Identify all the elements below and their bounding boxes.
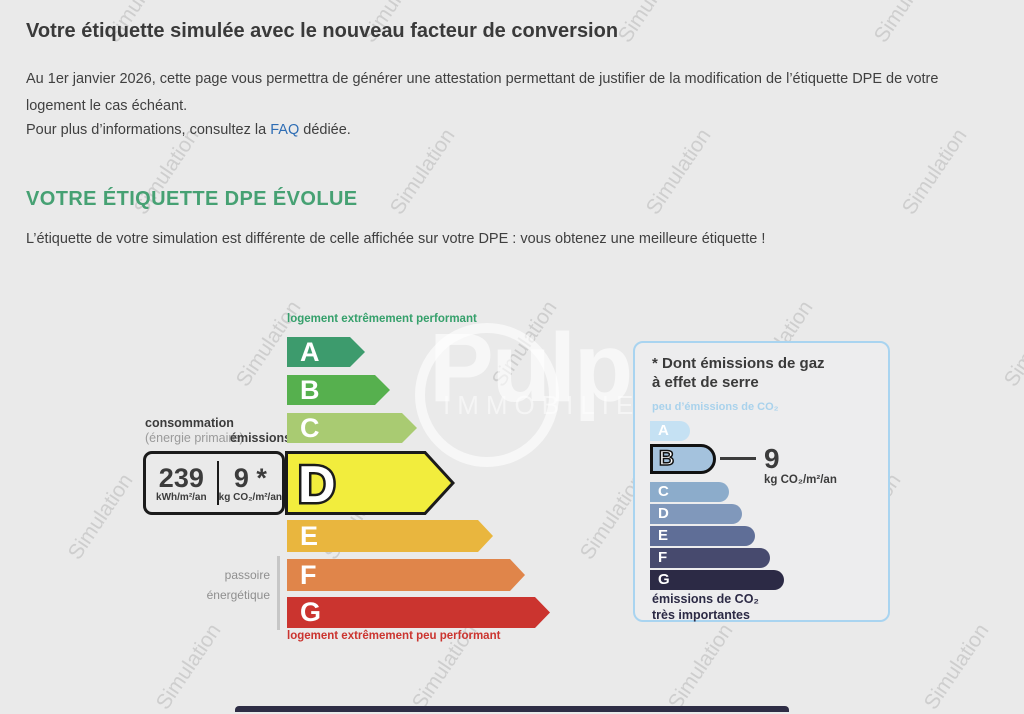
intro-text: Au 1er janvier 2026, cette page vous per…: [26, 71, 939, 114]
dpe-class-a-letter: A: [300, 336, 320, 367]
simulation-watermark: Simulation: [385, 124, 460, 219]
dpe-class-b-arrow: B: [287, 375, 390, 405]
result-text: L’étiquette de votre simulation est diff…: [26, 231, 766, 247]
ges-class-b-bar: B: [650, 444, 716, 474]
faq-link[interactable]: FAQ: [270, 122, 300, 138]
ges-class-b-letter: B: [658, 446, 675, 471]
dpe-class-d-letter: D: [298, 456, 336, 514]
emissions-cell: 9 * kg CO₂/m²/an: [219, 454, 282, 512]
simulation-watermark: Simulation: [897, 124, 972, 219]
simulation-watermark: Simulation: [63, 469, 138, 564]
energy-sieve-divider: [277, 556, 280, 630]
bottom-bar: [235, 706, 789, 712]
dpe-top-label: logement extrêmement performant: [287, 313, 477, 325]
ges-title-line1: * Dont émissions de gaz: [652, 355, 825, 372]
emissions-value: 9 *: [233, 463, 267, 493]
dpe-class-d-arrow: D: [285, 451, 455, 515]
emissions-unit: kg CO₂/m²/an: [218, 492, 282, 503]
ges-high-emissions-label-line2: très importantes: [652, 608, 750, 622]
consumption-sublabel: (énergie primaire): [145, 431, 244, 445]
dpe-class-g-letter: G: [300, 597, 322, 627]
dpe-class-g-arrow: G: [287, 597, 550, 628]
ges-value-wrap: 9 kg CO₂/m²/an: [764, 443, 837, 487]
ges-class-a-bar: A: [650, 421, 690, 441]
dpe-class-c-arrow: C: [287, 413, 417, 443]
dpe-class-c-letter: C: [300, 412, 320, 443]
dpe-energy-scale: logement extrêmement performant consomma…: [143, 310, 573, 660]
ges-low-emissions-label: peu d’émissions de CO₂: [652, 401, 779, 413]
simulation-watermark: Simulation: [999, 296, 1024, 391]
dpe-class-e-arrow: E: [287, 520, 493, 552]
ges-panel: * Dont émissions de gaz à effet de serre…: [633, 341, 890, 622]
simulation-watermark: Simulation: [663, 619, 738, 714]
sieve-label-line1: passoire: [224, 568, 270, 582]
ges-value-connector: [720, 457, 756, 460]
simulation-watermark: Simulation: [870, 0, 945, 47]
dpe-bottom-label: logement extrêmement peu performant: [287, 630, 501, 642]
emissions-label: émissions: [230, 431, 292, 445]
sieve-label-line2: énergétique: [206, 588, 270, 602]
dpe-value-box: 239 kWh/m²/an 9 * kg CO₂/m²/an: [143, 451, 285, 515]
dpe-class-f-letter: F: [300, 559, 317, 590]
ges-class-g-bar: G: [650, 570, 784, 590]
dpe-class-f-arrow: F: [287, 559, 525, 591]
info-text: Pour plus d’informations, consultez la F…: [26, 122, 351, 138]
page-title: Votre étiquette simulée avec le nouveau …: [26, 20, 619, 42]
info-prefix: Pour plus d’informations, consultez la: [26, 122, 271, 138]
dpe-class-a-arrow: A: [287, 337, 365, 367]
consumption-cell: 239 kWh/m²/an: [146, 454, 217, 512]
simulation-watermark: Simulation: [614, 0, 689, 47]
ges-high-emissions-label-line1: émissions de CO₂: [652, 592, 759, 606]
dpe-class-b-letter: B: [300, 374, 320, 405]
ges-class-e-bar: E: [650, 526, 755, 546]
ges-unit: kg CO₂/m²/an: [764, 474, 837, 486]
simulation-watermark: Simulation: [641, 124, 716, 219]
ges-title-line2: à effet de serre: [652, 374, 759, 391]
ges-selected-class-row: B 9 kg CO₂/m²/an: [650, 444, 837, 486]
simulation-watermark: Simulation: [919, 619, 994, 714]
info-suffix: dédiée.: [299, 122, 351, 138]
consumption-unit: kWh/m²/an: [156, 492, 207, 503]
ges-class-d-bar: D: [650, 504, 742, 524]
dpe-class-e-letter: E: [300, 520, 319, 551]
energy-sieve-label: passoire énergétique: [143, 565, 270, 605]
ges-value: 9: [764, 443, 780, 474]
value-box-divider: [216, 461, 219, 505]
consumption-label: consommation: [145, 416, 234, 430]
ges-class-c-bar: C: [650, 482, 729, 502]
ges-class-f-bar: F: [650, 548, 770, 568]
consumption-value: 239: [158, 463, 204, 493]
section-heading: VOTRE ÉTIQUETTE DPE ÉVOLUE: [26, 188, 358, 210]
